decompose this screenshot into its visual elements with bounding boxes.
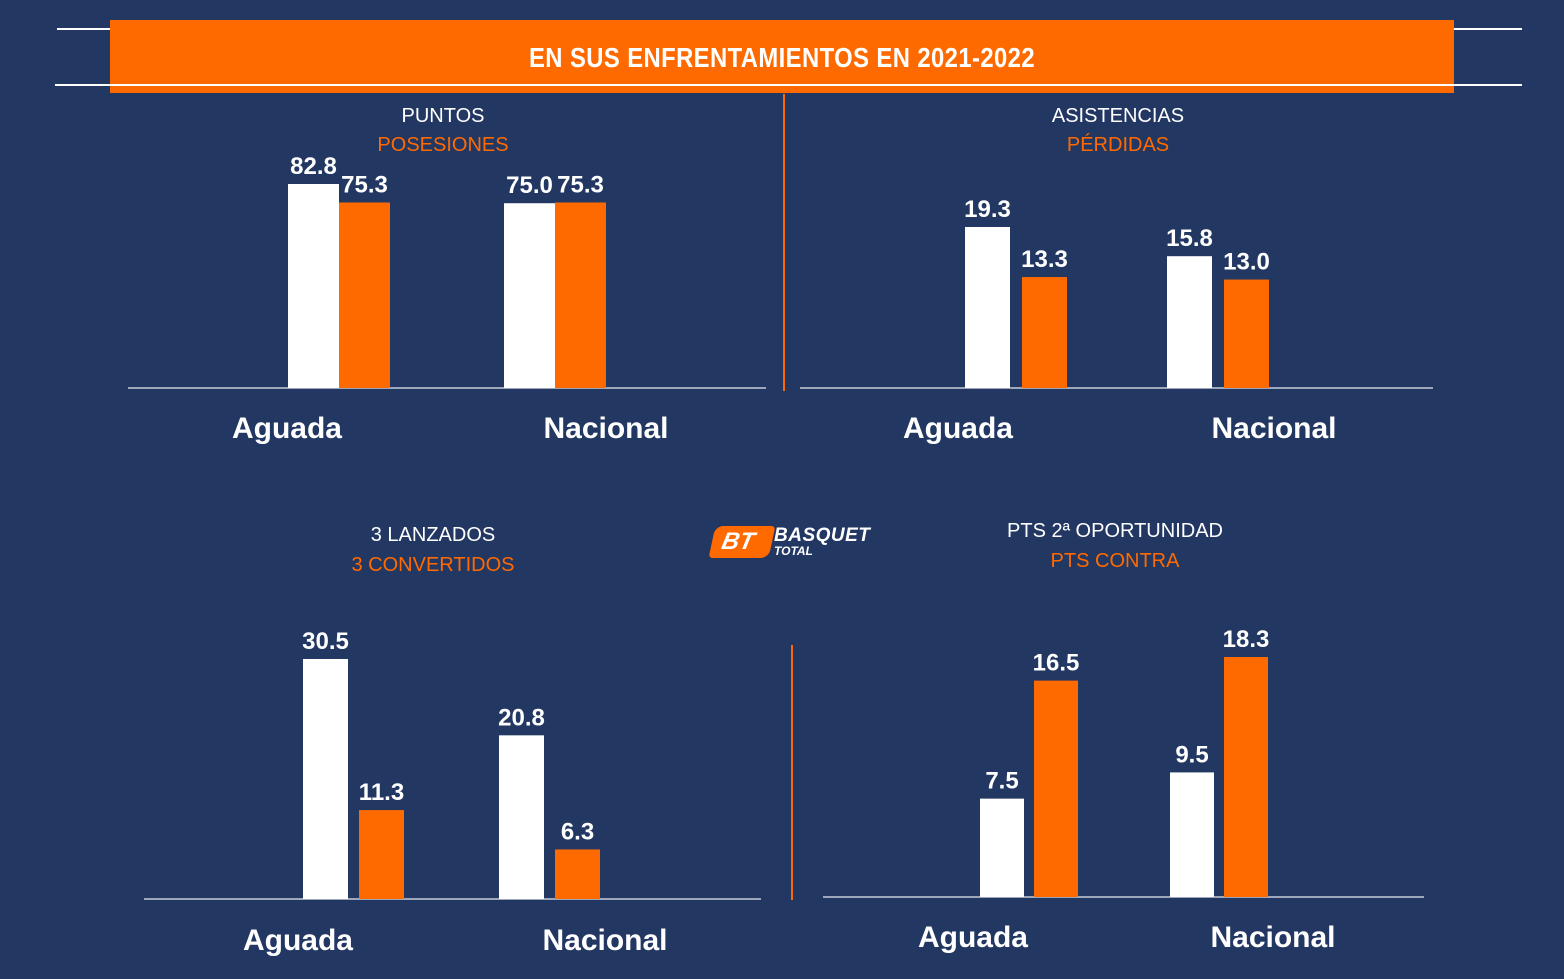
data-label: 15.8 xyxy=(1166,225,1213,252)
category-label: Aguada xyxy=(918,921,1028,954)
data-label: 82.8 xyxy=(290,153,337,180)
divider-bottom xyxy=(791,645,793,900)
bar-secondary xyxy=(1224,279,1269,388)
bar-secondary xyxy=(1034,680,1078,897)
data-label: 11.3 xyxy=(359,779,404,806)
data-label: 75.3 xyxy=(341,171,388,198)
category-label: Nacional xyxy=(543,412,668,445)
category-label: Aguada xyxy=(903,412,1013,445)
data-label: 75.0 xyxy=(506,172,553,199)
chart-title: 3 LANZADOS xyxy=(371,524,495,546)
data-label: 18.3 xyxy=(1223,626,1270,653)
bar-secondary xyxy=(359,810,404,899)
bar-secondary xyxy=(555,202,606,388)
category-label: Nacional xyxy=(1211,412,1336,445)
bar-secondary xyxy=(555,849,600,899)
data-label: 30.5 xyxy=(302,628,349,655)
header-rule-bottom xyxy=(55,84,1522,86)
logo-line1: BASQUET xyxy=(774,525,871,546)
chart-subtitle: 3 CONVERTIDOS xyxy=(352,554,515,576)
bar-primary xyxy=(303,659,348,899)
chart-subtitle: PÉRDIDAS xyxy=(1067,133,1169,156)
bar-secondary xyxy=(1022,277,1067,388)
bar-primary xyxy=(980,798,1024,897)
bar-primary xyxy=(499,735,544,899)
bar-primary xyxy=(965,227,1010,388)
chart-subtitle: POSESIONES xyxy=(377,134,508,156)
bar-primary xyxy=(1167,256,1212,388)
chart-subtitle: PTS CONTRA xyxy=(1051,550,1181,572)
bar-secondary xyxy=(1224,657,1268,897)
category-label: Aguada xyxy=(232,412,342,445)
data-label: 16.5 xyxy=(1033,650,1080,677)
data-label: 6.3 xyxy=(561,818,594,845)
data-label: 7.5 xyxy=(985,768,1018,795)
basquet-total-logo: BT BASQUET TOTAL xyxy=(708,522,872,562)
data-label: 9.5 xyxy=(1175,741,1208,768)
bar-secondary xyxy=(339,202,390,388)
divider-top xyxy=(783,94,785,391)
data-label: 75.3 xyxy=(557,171,604,198)
data-label: 13.3 xyxy=(1021,246,1068,273)
chart-title: PTS 2ª OPORTUNIDAD xyxy=(1007,520,1223,542)
header-banner: EN SUS ENFRENTAMIENTOS EN 2021-2022 xyxy=(110,20,1454,93)
logo-line2: TOTAL xyxy=(774,544,813,558)
bar-primary xyxy=(1170,772,1214,897)
data-label: 19.3 xyxy=(964,196,1011,223)
chart-title: ASISTENCIAS xyxy=(1052,105,1184,127)
bar-primary xyxy=(288,184,339,388)
category-label: Nacional xyxy=(1210,921,1335,954)
category-label: Nacional xyxy=(542,924,667,957)
data-label: 20.8 xyxy=(498,704,545,731)
category-label: Aguada xyxy=(243,924,353,957)
data-label: 13.0 xyxy=(1223,249,1270,276)
chart-title: PUNTOS xyxy=(402,105,485,127)
page-title: EN SUS ENFRENTAMIENTOS EN 2021-2022 xyxy=(528,42,1036,73)
bar-primary xyxy=(504,203,555,388)
